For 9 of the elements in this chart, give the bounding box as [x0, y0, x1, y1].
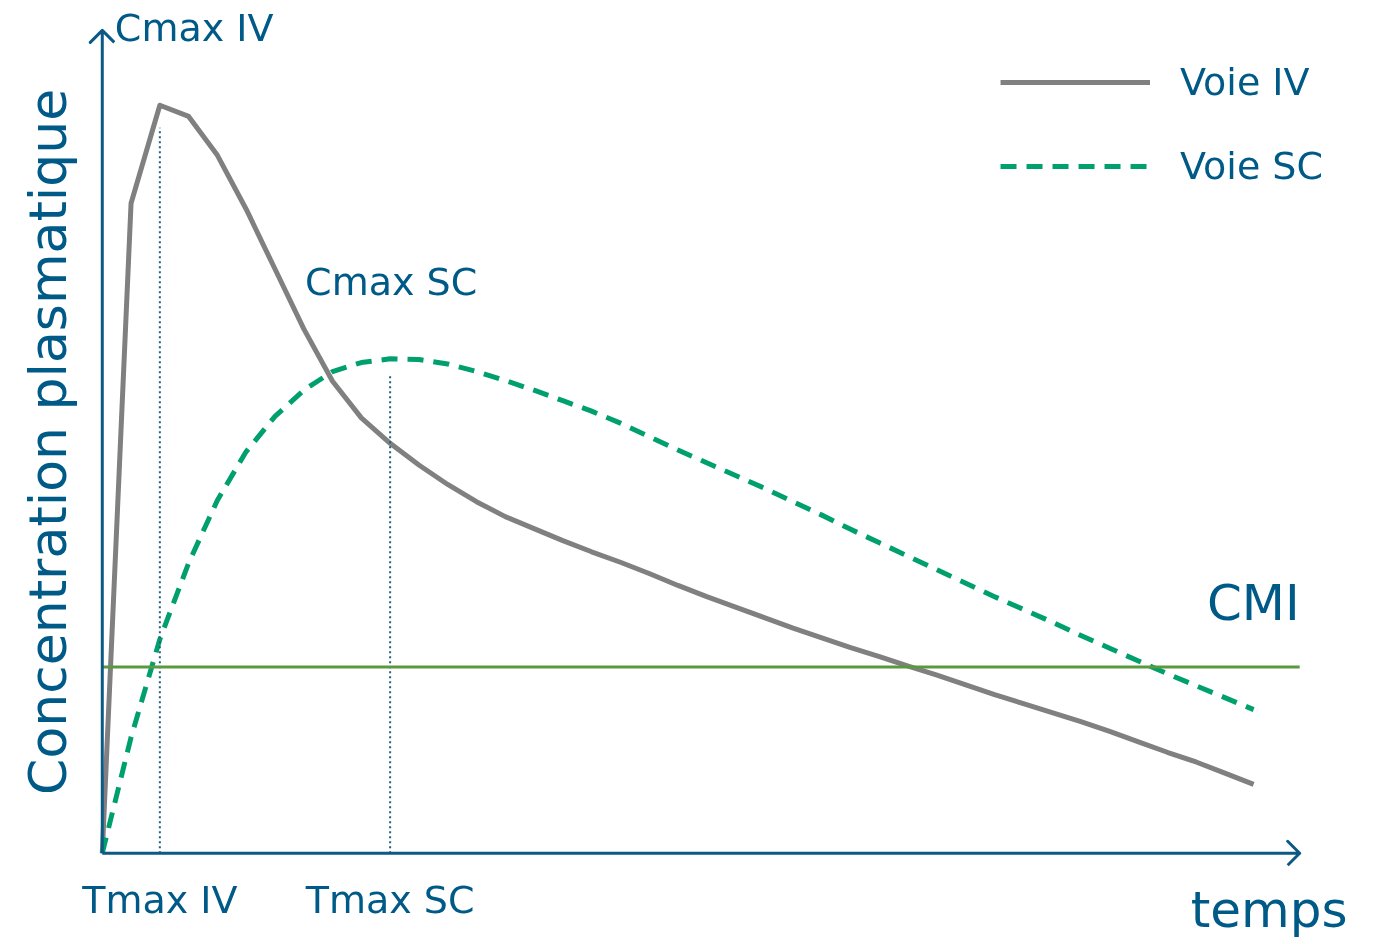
annotation: Cmax SC: [305, 259, 478, 304]
ref-line-label: CMI: [1206, 573, 1300, 632]
y-axis-title: Concentration plasmatique: [18, 88, 79, 795]
text: Tmax SC: [304, 878, 475, 923]
text: Tmax IV: [81, 878, 238, 923]
text: Cmax IV: [114, 6, 274, 51]
legend-label: Voie IV: [1180, 60, 1310, 104]
legend-label: Voie SC: [1180, 144, 1323, 188]
x-axis-title: temps: [1190, 881, 1348, 940]
